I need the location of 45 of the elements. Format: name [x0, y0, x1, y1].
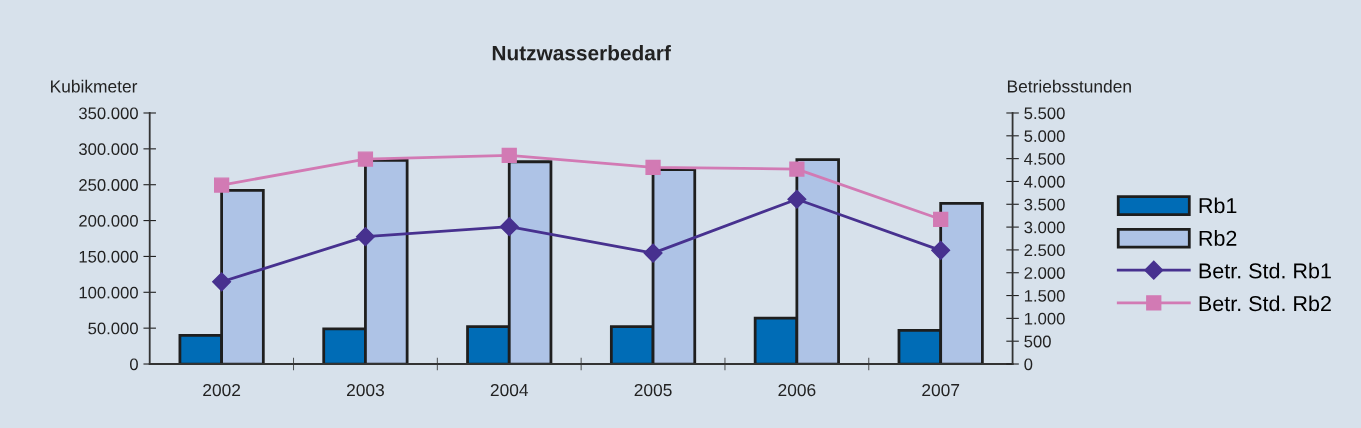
point [643, 243, 663, 263]
x-tick-label: 2007 [922, 383, 960, 397]
y-tick-label: 0 [129, 358, 138, 371]
x-tick-label: 2006 [778, 383, 816, 397]
y2-tick-label: 500 [1024, 335, 1051, 348]
x-tick-label: 2005 [634, 383, 672, 397]
point [933, 211, 949, 227]
point [212, 272, 232, 292]
y2-tick-label: 3.500 [1024, 198, 1065, 211]
y-tick-label: 350.000 [78, 107, 138, 120]
point [501, 147, 517, 164]
y-tick-label: 100.000 [79, 286, 138, 299]
y2-tick-label: 4.000 [1024, 175, 1065, 188]
y-tick-label: 150.000 [79, 250, 138, 263]
y2-tick-label: 0 [1024, 358, 1033, 371]
y-tick-label: 50.000 [88, 322, 138, 335]
x-tick-label: 2003 [346, 383, 384, 397]
y2-tick-label: 1.000 [1024, 312, 1065, 325]
point [789, 161, 805, 177]
point [499, 217, 519, 237]
y-tick-label: 300.000 [78, 143, 138, 156]
y2-tick-label: 2.000 [1024, 267, 1065, 279]
y-tick-label: 250.000 [79, 179, 138, 191]
legend-label: Rb1 [1199, 197, 1237, 214]
y-tick-label: 200.000 [79, 214, 138, 227]
y2-tick-label: 5.000 [1024, 130, 1065, 143]
y2-tick-label: 2.500 [1024, 244, 1065, 257]
y2-axis-title: Betriebsstunden [1007, 79, 1131, 93]
point [931, 240, 951, 260]
legend-label: Rb2 [1199, 230, 1237, 246]
y-axis-title: Kubikmeter [51, 79, 138, 93]
point [787, 189, 807, 209]
y2-tick-label: 5.500 [1024, 107, 1065, 120]
legend-label: Betr. Std. Rb1 [1199, 262, 1331, 279]
x-tick-label: 2002 [203, 383, 241, 397]
y2-tick-label: 1.500 [1024, 289, 1065, 302]
point [213, 177, 230, 193]
x-tick-label: 2004 [490, 383, 529, 397]
chart-title: Nutzwasserbedarf [492, 45, 671, 61]
point [355, 227, 375, 247]
y2-tick-label: 3.000 [1024, 221, 1065, 234]
legend-label: Betr. Std. Rb2 [1199, 295, 1331, 312]
point [645, 159, 661, 175]
point [357, 151, 374, 167]
y2-tick-label: 4.500 [1024, 153, 1065, 165]
